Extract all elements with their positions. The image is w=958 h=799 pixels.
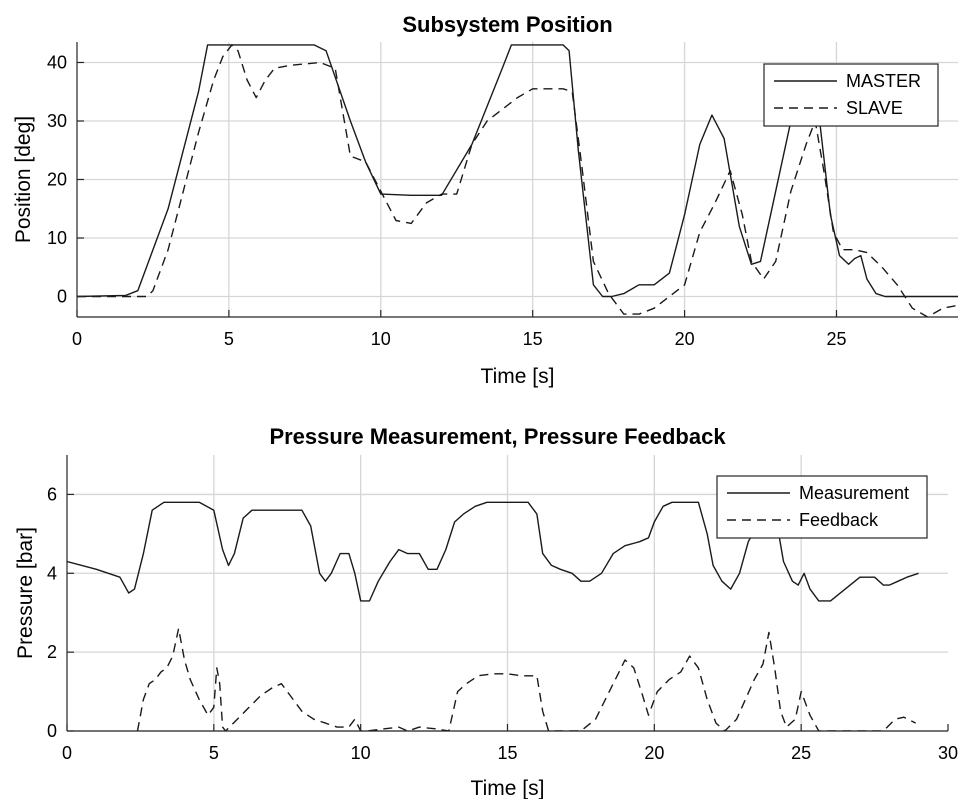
chart-0-ytick-label: 40 (47, 52, 67, 72)
chart-0-xlabel: Time [s] (481, 365, 555, 388)
chart-1-ytick-label: 4 (47, 563, 57, 583)
chart-0-ytick-label: 10 (47, 228, 67, 248)
chart-0-legend: MASTER SLAVE (763, 63, 939, 127)
chart-1-xtick-label: 5 (209, 743, 219, 763)
pressure-plot: 0 5 10 15 20 25 30 0 2 4 6 Pressure Measurement, Pr… (14, 424, 958, 799)
chart-1-xtick-label: 10 (351, 743, 371, 763)
chart-1-series-measurement-line (67, 501, 919, 602)
chart-1-ytick-label: 2 (47, 642, 57, 662)
chart-1-legend-label-measurement: Measurement (799, 483, 909, 503)
chart-1-ylabel: Pressure [bar] (14, 527, 37, 659)
chart-1-xtick-label: 0 (62, 743, 72, 763)
chart-1-legend-box (716, 475, 928, 539)
chart-0-series-slave-line (77, 44, 958, 317)
chart-0-legend-label-slave: SLAVE (846, 98, 903, 118)
chart-1-series-feedback-line (136, 627, 917, 731)
chart-0-ytick-label: 20 (47, 170, 67, 190)
chart-0-legend-label-master: MASTER (846, 71, 921, 91)
chart-0-title: Subsystem Position (402, 12, 612, 37)
chart-1-title: Pressure Measurement, Pressure Feedback (269, 424, 726, 449)
chart-0-xtick-label: 25 (826, 329, 846, 349)
chart-0-xtick-label: 20 (675, 329, 695, 349)
chart-1-ytick-label: 6 (47, 484, 57, 504)
chart-1-ytick-label: 0 (47, 721, 57, 741)
subsystem-position-plot: 0 5 10 15 20 25 0 10 20 30 40 Subsystem Position Tim… (12, 12, 958, 388)
chart-0-xtick-label: 5 (224, 329, 234, 349)
chart-0-xtick-label: 15 (523, 329, 543, 349)
chart-0-ytick-label: 30 (47, 111, 67, 131)
chart-1-xtick-label: 15 (497, 743, 517, 763)
chart-1-xtick-label: 25 (791, 743, 811, 763)
chart-0-xtick-label: 0 (72, 329, 82, 349)
chart-1-xtick-label: 20 (644, 743, 664, 763)
chart-1-xtick-label: 30 (938, 743, 958, 763)
chart-0-ytick-label: 0 (57, 287, 67, 307)
chart-1-legend-label-feedback: Feedback (799, 510, 879, 530)
chart-0-legend-box (763, 63, 939, 127)
chart-1-legend: Measurement Feedback (716, 475, 928, 539)
chart-0-ylabel: Position [deg] (12, 116, 35, 243)
chart-1-xlabel: Time [s] (471, 777, 545, 799)
chart-0-xtick-label: 10 (371, 329, 391, 349)
